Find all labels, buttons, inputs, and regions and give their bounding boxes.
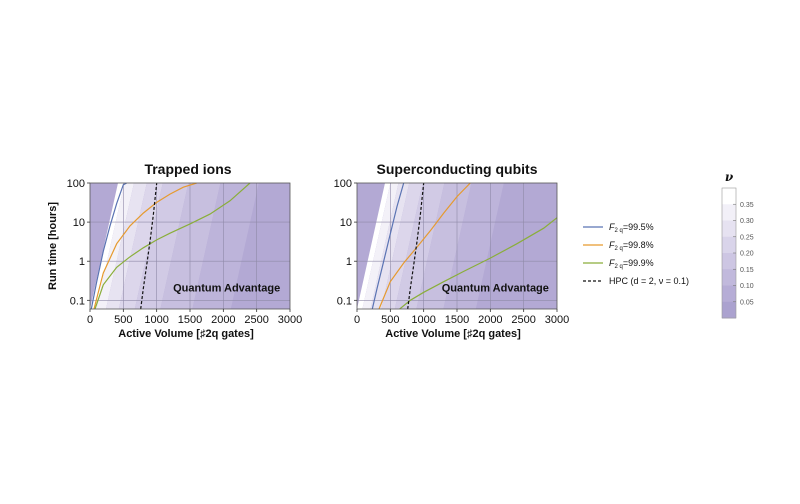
series-line-3: [399, 217, 557, 309]
shading-band: [394, 183, 445, 309]
legend-label-part: F: [609, 240, 615, 250]
y-tick-label: 0.1: [337, 295, 352, 307]
legend-label-value: =99.5%: [623, 222, 654, 232]
x-tick-label: 2000: [478, 314, 502, 326]
plot-area: [357, 183, 557, 309]
colorbar-band: [722, 188, 736, 205]
colorbar: 0.35 0.30 0.25 0.20 0.15 0.10 0.05 ν: [721, 170, 754, 319]
shading-band: [90, 183, 125, 309]
y-tick-label: 1: [346, 256, 352, 268]
shading-band: [118, 183, 163, 309]
legend: F2 q=99.5%F2 q=99.8%F2 q=99.9%HPC (d = 2…: [583, 222, 689, 286]
legend-label-1: F2 q=99.5%: [609, 222, 654, 234]
x-tick-label: 0: [354, 314, 360, 326]
chart-title: Superconducting qubits: [377, 161, 538, 177]
x-tick-label: 3000: [278, 314, 302, 326]
shading-band: [381, 183, 423, 309]
x-tick-label: 1500: [445, 314, 469, 326]
x-axis-label: Active Volume [♯2q gates]: [118, 328, 254, 340]
chart-title: Trapped ions: [144, 161, 231, 177]
y-tick-label: 10: [73, 217, 85, 229]
series-line-2: [378, 183, 471, 309]
legend-label-part: F: [609, 222, 615, 232]
shading-band: [160, 183, 221, 309]
colorbar-band: [722, 220, 736, 238]
colorbar-tick-label: 0.15: [740, 267, 754, 274]
shading-band: [106, 183, 147, 309]
x-tick-label: 500: [381, 314, 399, 326]
annotation-label: Quantum Advantage: [442, 282, 549, 294]
colorbar-tick-label: 0.20: [740, 251, 754, 258]
y-axis-label: Run time [hours]: [47, 202, 59, 290]
legend-label-subscript: 2 q: [615, 264, 623, 270]
colorbar-band: [722, 236, 736, 254]
series-line-4: [407, 183, 425, 309]
colorbar-tick-label: 0.25: [740, 234, 754, 241]
x-tick-label: 0: [87, 314, 93, 326]
colorbar-band: [722, 269, 736, 286]
legend-label-value: =99.8%: [623, 240, 654, 250]
legend-label-3: F2 q=99.9%: [609, 258, 654, 270]
colorbar-band: [722, 301, 736, 319]
x-tick-label: 1500: [178, 314, 202, 326]
legend-label-value: =99.9%: [623, 258, 654, 268]
series-line-3: [94, 183, 251, 309]
chart-panel-1: Quantum Advantage Trapped ions 0 500 1000 150…: [47, 161, 302, 340]
colorbar-band: [722, 285, 736, 303]
y-tick-label: 1: [79, 256, 85, 268]
legend-label-subscript: 2 q: [615, 246, 623, 252]
colorbar-title: ν: [725, 170, 734, 184]
legend-label-part: HPC (d = 2, ν = 0.1): [609, 276, 689, 286]
colorbar-tick-label: 0.05: [740, 299, 754, 306]
x-tick-label: 500: [114, 314, 132, 326]
plot-area: [90, 183, 290, 309]
legend-label-2: F2 q=99.8%: [609, 240, 654, 252]
series-line-2: [93, 183, 197, 309]
y-tick-label: 10: [340, 217, 352, 229]
legend-label-4: HPC (d = 2, ν = 0.1): [609, 276, 689, 286]
series-line-4: [140, 183, 158, 309]
shading-band: [416, 183, 472, 309]
shading-band: [134, 183, 189, 309]
colorbar-tick-label: 0.10: [740, 283, 754, 290]
shading-band: [192, 183, 259, 309]
x-tick-label: 2500: [244, 314, 268, 326]
legend-label-part: F: [609, 258, 615, 268]
colorbar-tick-label: 0.35: [740, 202, 754, 209]
y-tick-label: 100: [67, 178, 85, 190]
y-tick-label: 100: [334, 178, 352, 190]
colorbar-band: [722, 253, 736, 270]
x-tick-label: 3000: [545, 314, 569, 326]
x-tick-label: 2500: [511, 314, 535, 326]
annotation-label: Quantum Advantage: [173, 282, 280, 294]
y-tick-label: 0.1: [70, 295, 85, 307]
x-tick-label: 1000: [144, 314, 168, 326]
colorbar-tick-label: 0.30: [740, 218, 754, 225]
x-tick-label: 2000: [211, 314, 235, 326]
series-line-1: [371, 183, 405, 309]
x-axis-label: Active Volume [♯2q gates]: [385, 328, 521, 340]
series-line-1: [90, 183, 127, 309]
shading-band: [357, 183, 391, 309]
colorbar-band: [722, 204, 736, 221]
shading-band: [443, 183, 504, 309]
chart-panel-2: Quantum Advantage Superconducting qubits 0…: [334, 161, 570, 340]
shading-band: [362, 183, 399, 309]
legend-label-subscript: 2 q: [615, 228, 623, 234]
x-tick-label: 1000: [411, 314, 435, 326]
